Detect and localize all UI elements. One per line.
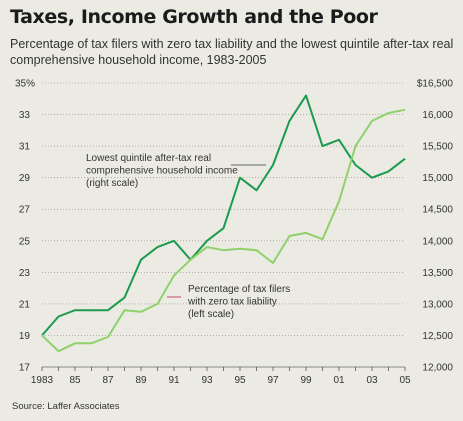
zero-tax-series-label: (left scale) xyxy=(188,309,234,320)
x-tick-label: 95 xyxy=(234,375,246,386)
series-annotations: Lowest quintile after-tax real comprehens… xyxy=(86,153,290,320)
x-tick-label: 03 xyxy=(366,375,378,386)
income-series-label: comprehensive household income xyxy=(86,166,238,177)
left-axis-ticks: 17 19 21 23 25 27 29 31 33 35% xyxy=(15,79,35,374)
left-tick-label: 23 xyxy=(19,268,31,279)
x-tick-label: 97 xyxy=(267,375,279,386)
x-tick-label: 85 xyxy=(69,375,81,386)
left-tick-label: 19 xyxy=(19,331,31,342)
right-tick-label: 15,000 xyxy=(422,173,453,184)
right-tick-label: 12,000 xyxy=(422,363,453,374)
x-tick-label: 87 xyxy=(102,375,114,386)
left-tick-label: 33 xyxy=(19,110,31,121)
right-tick-label: 15,500 xyxy=(422,142,453,153)
right-tick-label: 14,500 xyxy=(422,205,453,216)
right-tick-label: $16,500 xyxy=(417,79,454,90)
series-lines xyxy=(41,94,406,353)
left-tick-label: 35% xyxy=(15,79,35,90)
left-tick-label: 25 xyxy=(19,236,31,247)
right-tick-label: 14,000 xyxy=(422,236,453,247)
left-tick-label: 17 xyxy=(19,363,31,374)
x-tick-label: 05 xyxy=(399,375,411,386)
income-series-label: Lowest quintile after-tax real xyxy=(86,153,211,164)
chart-title: Taxes, Income Growth and the Poor xyxy=(10,6,378,28)
x-tick-label: 01 xyxy=(333,375,345,386)
zero-tax-series-label: with zero tax liability xyxy=(187,297,277,308)
right-tick-label: 16,000 xyxy=(422,110,453,121)
chart-source: Source: Laffer Associates xyxy=(12,401,120,412)
x-tick-label: 91 xyxy=(168,375,180,386)
right-tick-label: 13,500 xyxy=(422,268,453,279)
x-tick-label: 99 xyxy=(300,375,312,386)
x-tick-label: 1983 xyxy=(31,375,54,386)
left-tick-label: 29 xyxy=(19,173,31,184)
chart-subtitle: Percentage of tax filers with zero tax l… xyxy=(10,37,454,67)
right-tick-label: 12,500 xyxy=(422,331,453,342)
income-series-label: (right scale) xyxy=(86,178,138,189)
x-tick-label: 89 xyxy=(135,375,147,386)
income-series-line xyxy=(41,94,406,337)
left-tick-label: 27 xyxy=(19,205,31,216)
left-tick-label: 21 xyxy=(19,299,31,310)
left-tick-label: 31 xyxy=(19,142,31,153)
x-axis-ticks: 1983 85 87 89 91 93 95 97 99 01 03 05 xyxy=(31,367,411,386)
right-axis-ticks: 12,000 12,500 13,000 13,500 14,000 14,500 15,0… xyxy=(417,79,454,374)
zero-tax-series-label: Percentage of tax filers xyxy=(188,284,290,295)
right-tick-label: 13,000 xyxy=(422,299,453,310)
x-tick-label: 93 xyxy=(201,375,213,386)
zero-tax-series-line xyxy=(41,108,406,353)
